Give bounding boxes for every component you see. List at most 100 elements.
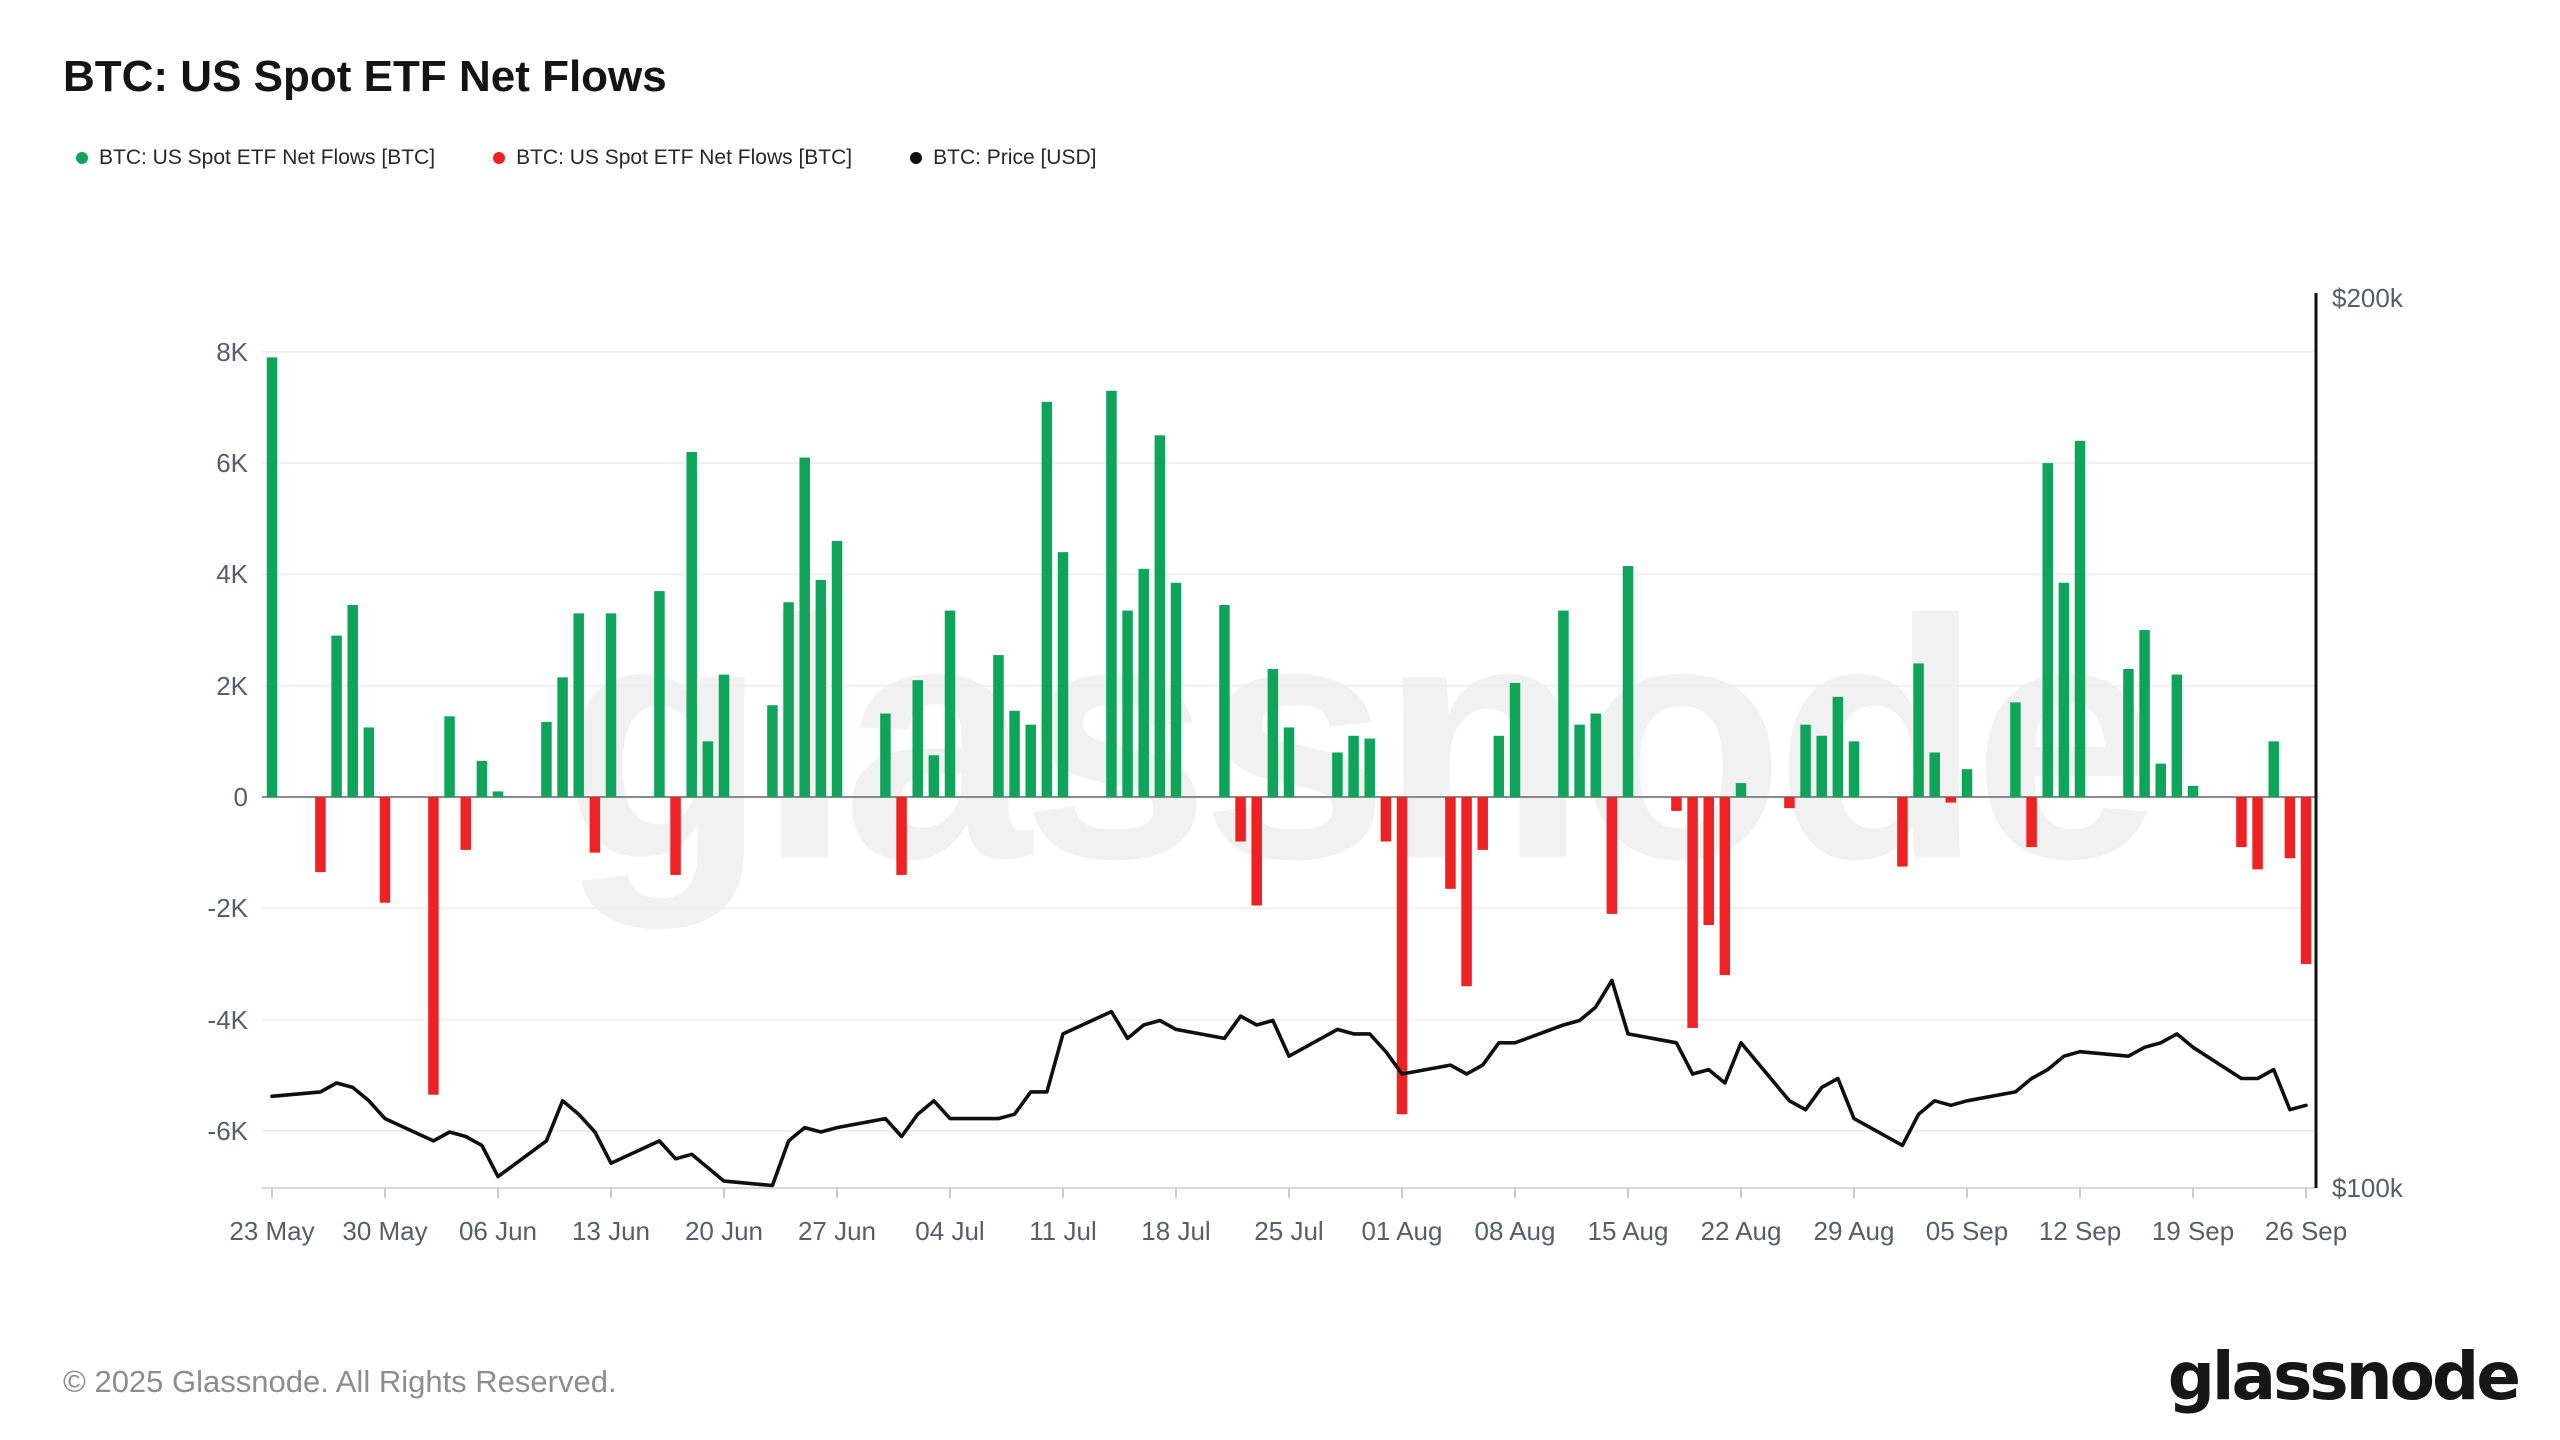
- flow-bar: [2026, 797, 2037, 848]
- y-axis-tick-label: -6K: [207, 1115, 248, 1146]
- flow-bar: [1170, 582, 1182, 797]
- glassnode-logo[interactable]: glassnode: [2167, 1338, 2521, 1415]
- flow-bar: [2284, 797, 2296, 859]
- flow-bar: [767, 705, 778, 797]
- flow-bar: [1138, 568, 1149, 797]
- flow-bar: [993, 655, 1004, 797]
- x-axis-tick-label: 20 Jun: [684, 1216, 764, 1246]
- flow-bar: [1816, 735, 1827, 797]
- flow-bar: [557, 677, 568, 797]
- x-axis-tick-label: 25 Jul: [1254, 1216, 1324, 1246]
- legend-item-netflows-positive[interactable]: BTC: US Spot ETF Net Flows [BTC]: [76, 146, 435, 170]
- flow-bar: [1945, 797, 1957, 803]
- flow-bar: [1122, 610, 1133, 797]
- black-dot-icon: [910, 152, 923, 164]
- flow-bar: [1961, 769, 1973, 797]
- flow-bar: [1929, 752, 1940, 797]
- flow-bar: [1493, 735, 1505, 797]
- legend: BTC: US Spot ETF Net Flows [BTC] BTC: US…: [76, 146, 1096, 170]
- flow-bar: [2268, 741, 2279, 797]
- flow-bar: [347, 605, 358, 797]
- flow-bar: [1590, 713, 1601, 797]
- chart-title: BTC: US Spot ETF Net Flows: [63, 52, 667, 101]
- y-axis-tick-label: 8K: [216, 336, 248, 367]
- x-axis-tick-label: 04 Jul: [915, 1216, 985, 1246]
- x-axis-tick-label: 06 Jun: [458, 1216, 538, 1246]
- x-axis-tick-label: 12 Sep: [2038, 1216, 2122, 1246]
- legend-item-price[interactable]: BTC: Price [USD]: [910, 146, 1096, 170]
- flow-bar: [476, 760, 488, 797]
- flow-bar: [1703, 797, 1714, 925]
- x-axis-tick-label: 01 Aug: [1361, 1216, 1443, 1246]
- x-axis-tick-label: 18 Jul: [1141, 1216, 1211, 1246]
- flow-bar: [1348, 735, 1359, 797]
- y-axis-tick-label: -4K: [207, 1004, 248, 1035]
- legend-label: BTC: Price [USD]: [933, 146, 1097, 169]
- flow-bar: [1832, 696, 1844, 797]
- flow-bar: [605, 613, 617, 797]
- flow-bar: [2236, 797, 2247, 848]
- flow-bar: [428, 797, 439, 1095]
- flow-bar: [1364, 738, 1375, 797]
- flow-bar: [654, 591, 665, 797]
- flow-bar: [783, 602, 794, 797]
- x-axis-tick-label: 08 Aug: [1474, 1216, 1556, 1246]
- flow-bar: [266, 357, 278, 797]
- flow-bar: [880, 713, 891, 797]
- x-axis-tick-label: 05 Sep: [1925, 1216, 2009, 1246]
- legend-label: BTC: US Spot ETF Net Flows [BTC]: [516, 146, 853, 169]
- flow-bar: [1848, 741, 1860, 797]
- x-axis-tick-label: 26 Sep: [2264, 1216, 2348, 1246]
- gridlines: [262, 350, 2316, 1132]
- flow-bar: [1106, 390, 1117, 797]
- y-axis-tick-label: 2K: [216, 670, 248, 701]
- flow-bar: [1380, 797, 1392, 842]
- copyright-text: © 2025 Glassnode. All Rights Reserved.: [63, 1364, 617, 1399]
- flow-bar: [460, 797, 471, 850]
- flow-bar: [1574, 724, 1585, 797]
- flow-bar: [1267, 669, 1279, 797]
- flow-bar: [1396, 797, 1408, 1115]
- flow-bar: [670, 797, 681, 875]
- flow-bar: [702, 741, 714, 797]
- flow-bar: [2252, 797, 2263, 870]
- flow-bar: [573, 613, 584, 797]
- flow-bar: [1332, 752, 1343, 797]
- flow-bar: [1235, 797, 1246, 842]
- flow-bar: [1558, 610, 1569, 797]
- flow-bar: [2074, 440, 2086, 797]
- flow-bar: [928, 755, 940, 797]
- legend-item-netflows-negative[interactable]: BTC: US Spot ETF Net Flows [BTC]: [493, 146, 852, 170]
- flow-bar: [2010, 702, 2021, 797]
- x-axis-tick-label: 15 Aug: [1587, 1216, 1669, 1246]
- flow-bar: [315, 797, 326, 873]
- btc-price-line: [270, 978, 2308, 1188]
- flow-bar: [2042, 463, 2053, 797]
- flow-bar: [1445, 797, 1456, 889]
- flow-bar: [2123, 669, 2134, 797]
- y-axis-tick-label: 0: [233, 782, 248, 812]
- flow-bar: [2155, 763, 2166, 797]
- flow-bar: [541, 721, 552, 797]
- flow-bar: [1735, 783, 1747, 797]
- x-axis-tick-label: 23 May: [229, 1216, 315, 1246]
- flow-bar: [379, 797, 391, 903]
- flow-bar: [1219, 605, 1230, 797]
- x-axis-tick-label: 30 May: [342, 1216, 428, 1246]
- flow-bar: [2171, 674, 2183, 797]
- flow-bar: [1687, 797, 1698, 1028]
- flow-bar: [1154, 435, 1166, 797]
- right-axis-tick-label: $100k: [2332, 1173, 2403, 1203]
- legend-label: BTC: US Spot ETF Net Flows [BTC]: [99, 146, 436, 169]
- flow-bar: [1025, 724, 1036, 797]
- flow-bar: [1461, 797, 1472, 987]
- flow-bar: [1606, 797, 1618, 914]
- flow-bar: [1509, 682, 1521, 797]
- flow-bar: [1800, 724, 1811, 797]
- x-axis-tick-label: 22 Aug: [1700, 1216, 1782, 1246]
- flow-bar: [896, 797, 907, 875]
- x-axis-line: [262, 1187, 2316, 1198]
- etf-netflow-bars: [266, 357, 2312, 1115]
